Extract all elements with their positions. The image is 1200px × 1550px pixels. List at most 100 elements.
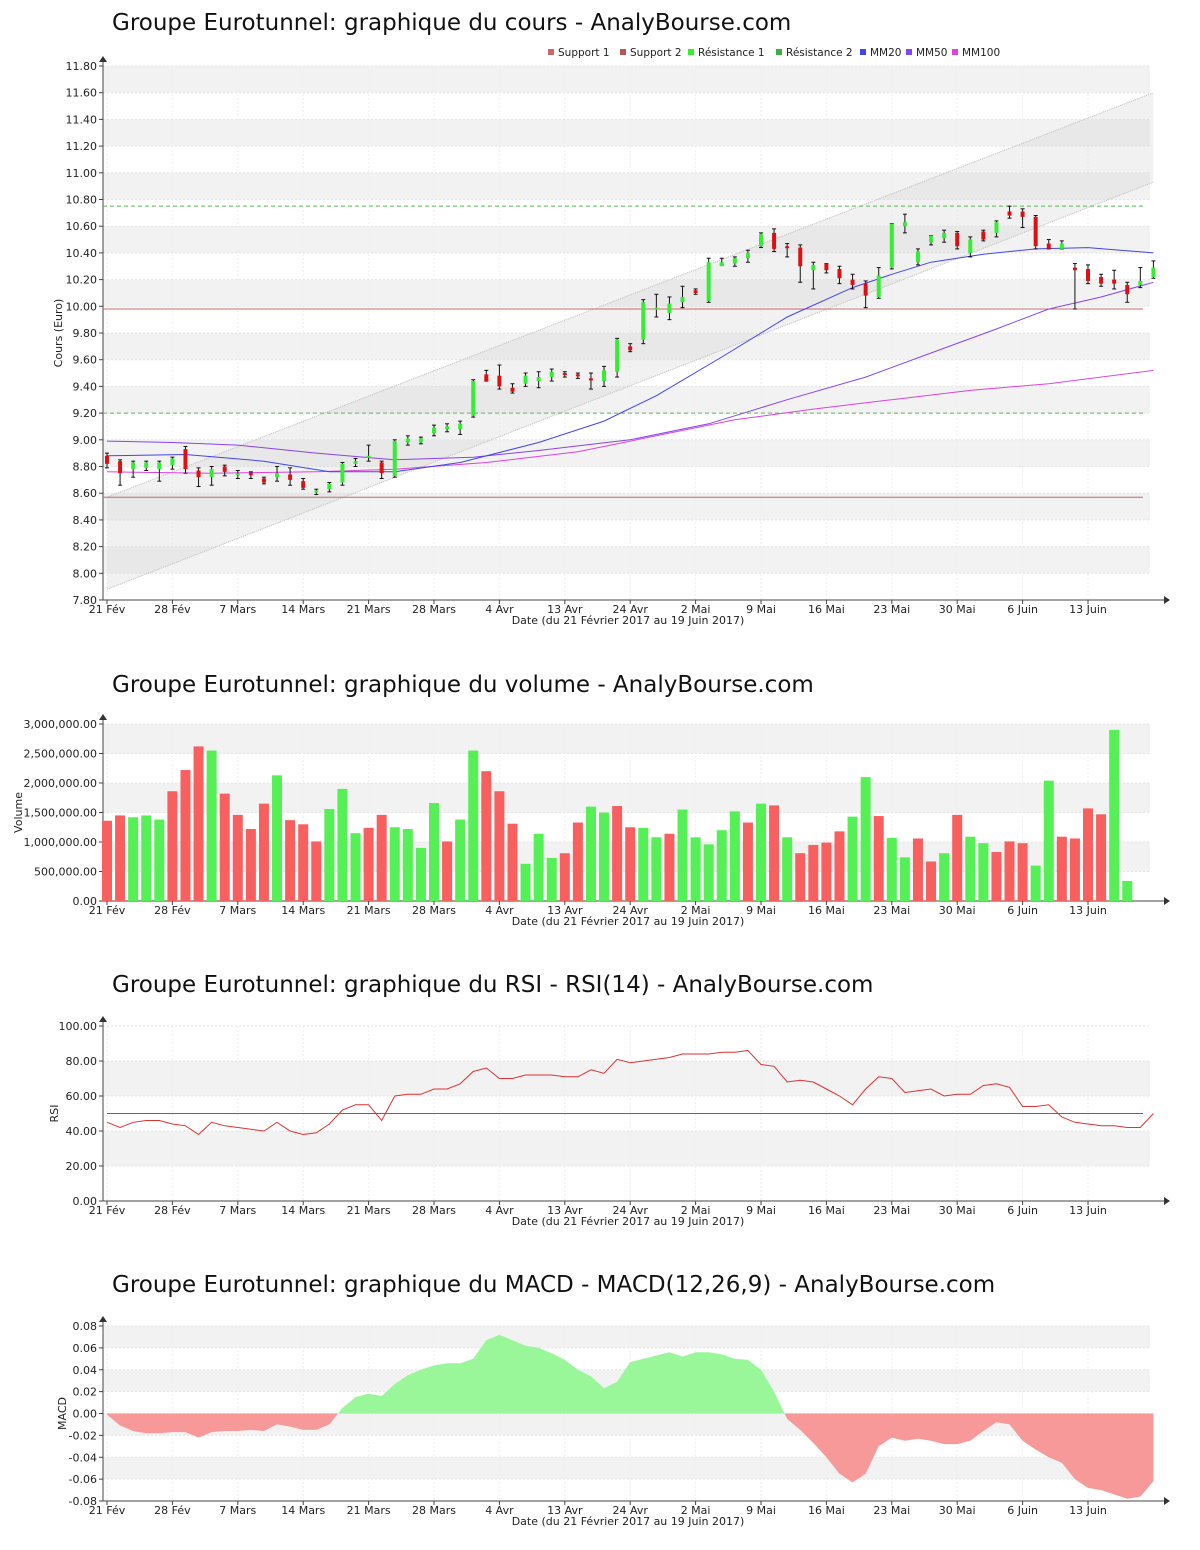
- x-tick-label: 28 Fév: [154, 1204, 191, 1217]
- y-tick-label: 2,500,000.00: [24, 748, 97, 761]
- macd-positive-area: [338, 1334, 785, 1414]
- candle-body: [497, 375, 502, 387]
- x-tick-label: 30 Mai: [939, 1504, 976, 1517]
- x-tick-label: 7 Mars: [219, 1204, 256, 1217]
- candle-body: [968, 239, 973, 253]
- y-tick-label: 10.40: [66, 247, 98, 260]
- legend-label: Résistance 2: [786, 47, 853, 59]
- mm50-line: [106, 281, 1154, 461]
- x-tick-label: 23 Mai: [873, 904, 910, 917]
- x-tick-label: 16 Mai: [808, 1204, 845, 1217]
- grid-band: [103, 546, 1150, 574]
- volume-bar: [834, 831, 845, 901]
- volume-bar: [285, 820, 296, 901]
- rsi-line: [106, 1049, 1154, 1136]
- candle-body: [366, 455, 371, 458]
- grid-band: [103, 66, 1150, 93]
- candle-body: [1059, 243, 1064, 249]
- volume-bar: [978, 843, 989, 901]
- candle-body: [549, 371, 554, 378]
- y-tick-label: 8.40: [73, 514, 98, 527]
- volume-bar: [939, 853, 950, 901]
- legend-label: Support 1: [558, 47, 610, 59]
- volume-chart-title: Groupe Eurotunnel: graphique du volume -…: [112, 672, 814, 698]
- y-tick-label: 9.60: [73, 354, 98, 367]
- candle-body: [575, 374, 580, 377]
- volume-bar: [429, 803, 439, 901]
- y-tick-label: 10.80: [66, 194, 98, 207]
- x-tick-label: 4 Avr: [485, 603, 514, 616]
- rsi-chart: 0.00 20.00 40.00 60.00 80.00 100.00 21 Fév 28 F…: [48, 1016, 1170, 1228]
- x-tick-label: 21 Mars: [347, 603, 391, 616]
- y-tick-label: 8.80: [73, 461, 98, 474]
- volume-bar: [206, 750, 217, 901]
- x-tick-label: 9 Mai: [746, 1204, 776, 1217]
- candle-body: [693, 290, 698, 293]
- y-axis-label: MACD: [56, 1397, 69, 1430]
- volume-bar: [442, 841, 453, 901]
- candle-body: [1125, 284, 1130, 295]
- y-tick-label: -0.02: [69, 1429, 97, 1442]
- candle-body: [523, 375, 528, 384]
- y-tick-label: 0.06: [73, 1342, 98, 1355]
- y-tick-label: 8.60: [73, 487, 98, 500]
- volume-bar: [455, 819, 466, 901]
- candle-body: [209, 469, 214, 478]
- y-axis-arrow: [99, 1316, 107, 1322]
- candle-body: [1086, 268, 1090, 281]
- y-tick-label: 9.00: [73, 434, 98, 447]
- volume-bar: [128, 817, 139, 901]
- legend-swatch: [776, 49, 782, 55]
- volume-bar: [311, 841, 322, 901]
- x-tick-label: 21 Fév: [89, 603, 126, 616]
- volume-bar: [795, 853, 806, 901]
- candle-body: [654, 307, 659, 310]
- candle-body: [562, 373, 567, 376]
- candle-body: [994, 222, 999, 233]
- grid-band: [103, 1131, 1150, 1166]
- y-tick-label: 3,000,000.00: [24, 718, 97, 731]
- y-axis-arrow: [99, 714, 107, 720]
- volume-bar: [376, 814, 387, 901]
- volume-bar: [1122, 880, 1133, 901]
- rsi-chart-panel: Groupe Eurotunnel: graphique du RSI - RS…: [0, 960, 1200, 1250]
- x-tick-label: 21 Fév: [89, 1504, 126, 1517]
- volume-bar: [1043, 780, 1054, 901]
- x-tick-label: 13 Avr: [547, 1204, 583, 1217]
- candle-body: [785, 246, 790, 249]
- volume-bar: [1096, 814, 1107, 901]
- y-tick-label: 11.60: [66, 87, 98, 100]
- x-tick-label: 7 Mars: [219, 904, 256, 917]
- volume-bar: [952, 814, 963, 901]
- grid-band: [103, 279, 1150, 307]
- y-tick-label: 0.00: [73, 895, 98, 908]
- candle-body: [1151, 267, 1156, 277]
- y-axis-arrow: [99, 56, 107, 62]
- candle-body: [915, 251, 920, 263]
- candle-body: [235, 473, 240, 476]
- legend-label: MM20: [870, 47, 901, 59]
- volume-bar: [1069, 838, 1080, 901]
- candle-body: [759, 234, 763, 247]
- volume-bar: [102, 820, 112, 901]
- candle-body: [261, 478, 266, 483]
- y-tick-label: 0.08: [73, 1320, 98, 1333]
- volume-bar: [232, 814, 243, 901]
- x-tick-label: 24 Avr: [612, 603, 648, 616]
- x-tick-label: 16 Mai: [808, 603, 845, 616]
- candle-body: [484, 374, 489, 382]
- x-tick-label: 4 Avr: [485, 1204, 514, 1217]
- candle-body: [942, 232, 947, 239]
- x-tick-label: 21 Fév: [89, 1204, 126, 1217]
- volume-bar: [625, 827, 636, 901]
- mm20-line: [106, 247, 1154, 473]
- candle-body: [719, 262, 724, 267]
- y-tick-label: -0.04: [69, 1451, 97, 1464]
- volume-bar: [507, 823, 518, 901]
- macd-negative-area: [107, 1413, 339, 1438]
- y-tick-label: 10.60: [66, 220, 98, 233]
- volume-bar: [389, 827, 400, 901]
- candle-body: [340, 463, 345, 483]
- volume-chart: 0.00 500,000.00 1,000,000.00 1,500,000.00 2,…: [12, 714, 1170, 928]
- x-tick-label: 23 Mai: [873, 1204, 910, 1217]
